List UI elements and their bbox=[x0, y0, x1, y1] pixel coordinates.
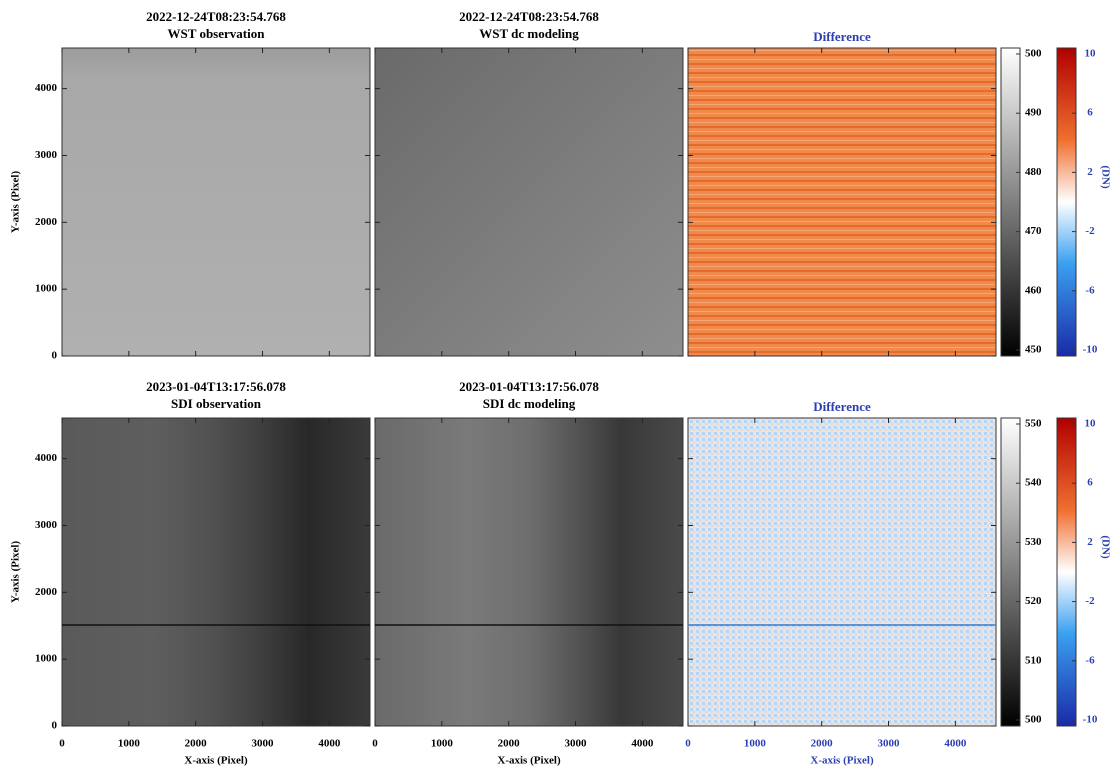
y-axis-label: Y-axis (Pixel) bbox=[10, 541, 22, 604]
colorbar-tick-label: 470 bbox=[1025, 225, 1042, 237]
colorbar-tick-label: 490 bbox=[1025, 107, 1042, 119]
colorbar-tick-label: 6 bbox=[1087, 477, 1093, 489]
x-axis-label: X-axis (Pixel) bbox=[810, 755, 874, 767]
figure: 2022-12-24T08:23:54.768 WST observation 0 1… bbox=[0, 0, 1115, 767]
x-tick-label: 4000 bbox=[944, 738, 967, 750]
y-tick-label: 0 bbox=[52, 350, 58, 362]
x-tick-label: 3000 bbox=[878, 738, 901, 750]
panel-title: WST dc modeling bbox=[479, 26, 579, 41]
colorbar-tick-label: -2 bbox=[1085, 225, 1095, 237]
colorbar-tick-label: 450 bbox=[1025, 344, 1042, 356]
panel-title: 2022-12-24T08:23:54.768 bbox=[146, 9, 286, 24]
colorbar-label: (DN) bbox=[1099, 535, 1111, 559]
colorbar-tick-label: 480 bbox=[1025, 166, 1042, 178]
colorbar-tick-label: 6 bbox=[1087, 107, 1093, 119]
x-tick-label: 1000 bbox=[431, 738, 454, 750]
y-tick-label: 1000 bbox=[35, 653, 58, 665]
colorbar bbox=[1001, 48, 1020, 356]
colorbar bbox=[1057, 418, 1076, 726]
colorbar-label: (DN) bbox=[1099, 165, 1111, 189]
x-axis-label: X-axis (Pixel) bbox=[497, 755, 561, 767]
colorbar-tick-label: 510 bbox=[1025, 654, 1042, 666]
image-panel bbox=[688, 48, 996, 356]
y-tick-label: 2000 bbox=[35, 216, 58, 228]
x-tick-label: 4000 bbox=[631, 738, 654, 750]
image-panel bbox=[375, 418, 683, 726]
panel-title: Difference bbox=[813, 29, 871, 44]
colorbar-tick-label: -2 bbox=[1085, 595, 1095, 607]
y-tick-label: 4000 bbox=[35, 452, 58, 464]
panel-title: 2023-01-04T13:17:56.078 bbox=[459, 379, 599, 394]
y-tick-label: 1000 bbox=[35, 283, 58, 295]
colorbar-tick-label: 2 bbox=[1087, 536, 1093, 548]
colorbar-tick-label: -10 bbox=[1083, 714, 1098, 726]
x-tick-label: 1000 bbox=[744, 738, 767, 750]
image-panel bbox=[688, 418, 996, 726]
colorbar-tick-label: 500 bbox=[1025, 714, 1042, 726]
colorbar bbox=[1057, 48, 1076, 356]
panel-title: SDI dc modeling bbox=[483, 396, 576, 411]
image-panel bbox=[62, 418, 370, 726]
x-tick-label: 2000 bbox=[185, 738, 208, 750]
colorbar-tick-label: 10 bbox=[1085, 48, 1097, 60]
colorbar-tick-label: 550 bbox=[1025, 418, 1042, 430]
colorbar-tick-label: -10 bbox=[1083, 344, 1098, 356]
colorbar-tick-label: 530 bbox=[1025, 536, 1042, 548]
y-tick-label: 3000 bbox=[35, 519, 58, 531]
colorbar-tick-label: -6 bbox=[1085, 284, 1095, 296]
x-tick-label: 0 bbox=[685, 738, 691, 750]
y-tick-label: 2000 bbox=[35, 586, 58, 598]
colorbar-tick-label: 500 bbox=[1025, 48, 1042, 60]
x-tick-label: 3000 bbox=[252, 738, 275, 750]
x-tick-label: 2000 bbox=[498, 738, 521, 750]
colorbar-tick-label: 520 bbox=[1025, 595, 1042, 607]
image-panel bbox=[375, 48, 683, 356]
y-tick-label: 3000 bbox=[35, 149, 58, 161]
panel-title: 2023-01-04T13:17:56.078 bbox=[146, 379, 286, 394]
y-tick-label: 4000 bbox=[35, 82, 58, 94]
x-tick-label: 4000 bbox=[318, 738, 341, 750]
colorbar-tick-label: 10 bbox=[1085, 418, 1097, 430]
y-axis-label: Y-axis (Pixel) bbox=[10, 171, 22, 234]
panel-title: Difference bbox=[813, 399, 871, 414]
colorbar-tick-label: 460 bbox=[1025, 284, 1042, 296]
x-tick-label: 0 bbox=[372, 738, 378, 750]
x-axis-label: X-axis (Pixel) bbox=[184, 755, 248, 767]
panel-title: SDI observation bbox=[171, 396, 262, 411]
x-tick-label: 3000 bbox=[565, 738, 588, 750]
x-tick-label: 2000 bbox=[811, 738, 834, 750]
panel-title: WST observation bbox=[168, 26, 266, 41]
panel-title: 2022-12-24T08:23:54.768 bbox=[459, 9, 599, 24]
colorbar-tick-label: 2 bbox=[1087, 166, 1093, 178]
x-tick-label: 0 bbox=[59, 738, 65, 750]
x-tick-label: 1000 bbox=[118, 738, 141, 750]
colorbar bbox=[1001, 418, 1020, 726]
colorbar-tick-label: 540 bbox=[1025, 477, 1042, 489]
image-panel bbox=[62, 48, 370, 356]
colorbar-tick-label: -6 bbox=[1085, 654, 1095, 666]
y-tick-label: 0 bbox=[52, 720, 58, 732]
